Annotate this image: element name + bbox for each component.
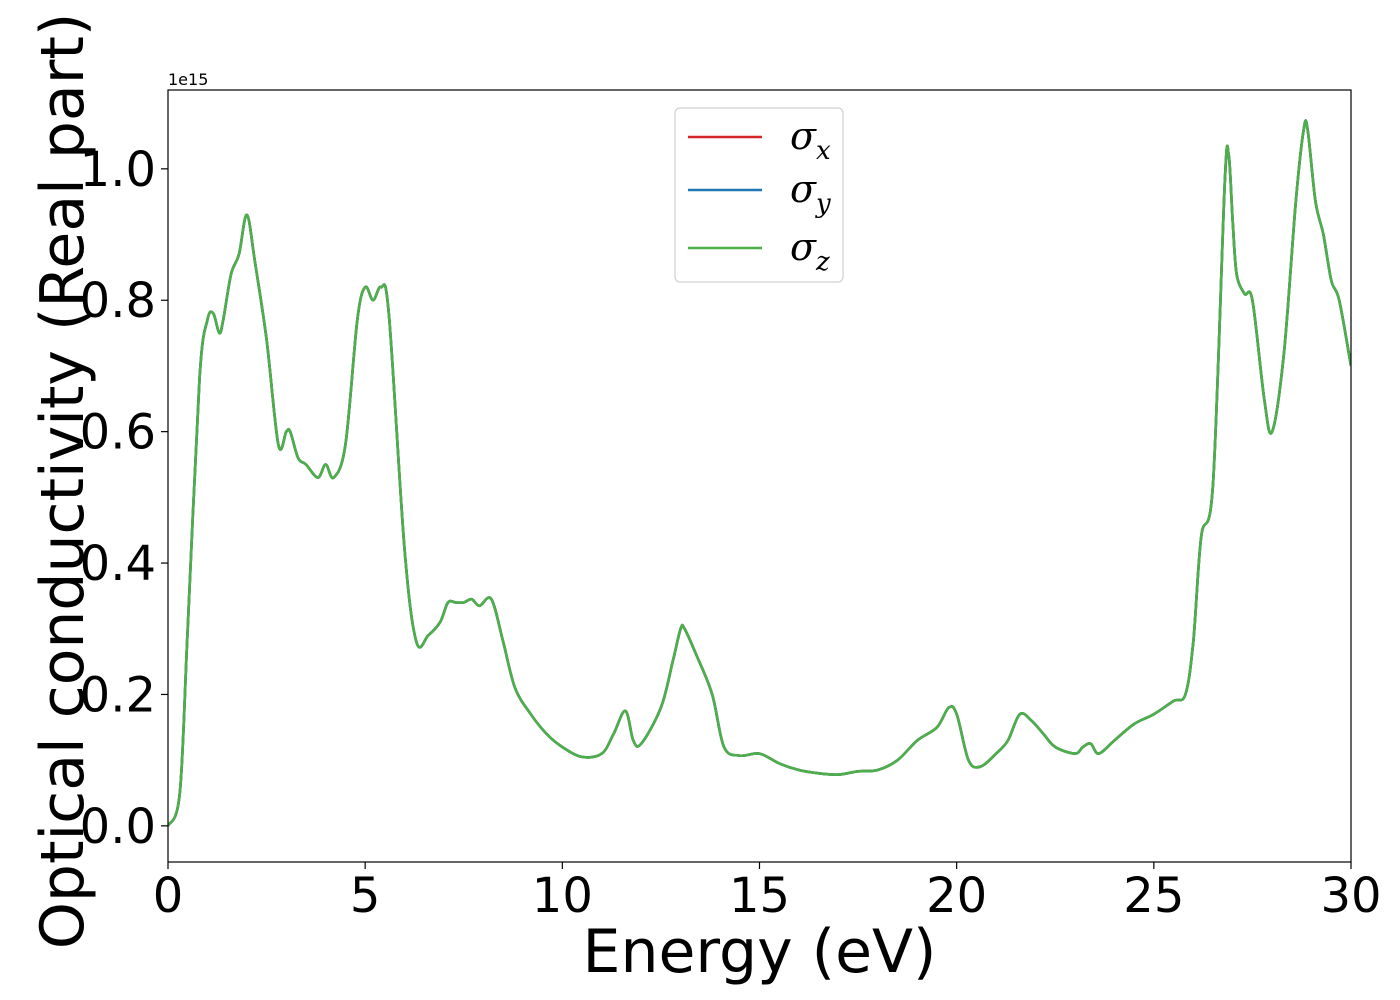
y-axis: 0.0 0.2 0.4 0.6 0.8 1.0 [80, 142, 168, 855]
x-tick-label: 10 [532, 868, 593, 924]
y-tick-label: 0.6 [80, 405, 156, 461]
legend-label-y: σy [790, 167, 831, 219]
x-axis: 0 5 10 15 20 25 30 [153, 862, 1382, 924]
series-line-z [168, 119, 1351, 827]
x-axis-label: Energy (eV) [583, 917, 937, 987]
legend-box [674, 107, 844, 283]
y-tick-label: 0.0 [80, 799, 156, 855]
x-tick-label: 0 [153, 868, 184, 924]
y-tick-label: 0.2 [80, 667, 156, 723]
y-tick-label: 0.4 [80, 536, 156, 592]
plot-area [168, 119, 1351, 827]
x-tick-label: 5 [350, 868, 381, 924]
legend-label-z: σz [790, 225, 830, 277]
legend-label-x: σx [790, 114, 831, 166]
x-tick-label: 15 [729, 868, 790, 924]
y-axis-label: Optical conductivity (Real part) [28, 13, 98, 950]
y-offset-text: 1e15 [168, 70, 208, 89]
x-tick-label: 30 [1320, 868, 1381, 924]
x-tick-label: 20 [926, 868, 987, 924]
y-tick-label: 0.8 [80, 273, 156, 329]
x-tick-label: 25 [1123, 868, 1184, 924]
y-tick-label: 1.0 [80, 142, 156, 198]
